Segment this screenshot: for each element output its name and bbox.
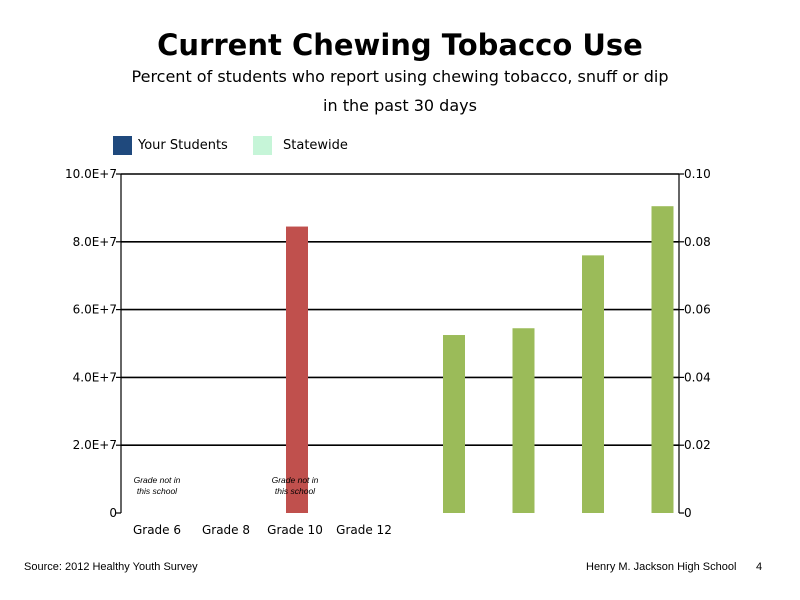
legend-swatch-your-students [113, 136, 132, 155]
bar-your-students [286, 226, 308, 514]
chart-subtitle-line1: Percent of students who report using che… [131, 67, 669, 86]
left-axis-tick-label: 10.0E+7 [65, 167, 117, 181]
legend-item-your-students: Your Students [113, 136, 228, 155]
legend-item-statewide: Statewide [253, 136, 348, 155]
annotation-grade-not-in-school: this school [137, 486, 178, 496]
chart-title: Current Chewing Tobacco Use [157, 28, 643, 62]
right-axis-tick-label: 0.06 [684, 303, 711, 317]
right-axis-tick-label: 0.10 [684, 167, 711, 181]
bar-comparison [512, 328, 535, 513]
annotation-grade-not-in-school: Grade not in [272, 475, 319, 485]
legend-swatch-statewide [253, 136, 272, 155]
right-axis-tick-label: 0.04 [684, 370, 711, 384]
left-axis-tick-label: 2.0E+7 [73, 438, 117, 452]
bar-comparison [582, 255, 604, 514]
annotation-grade-not-in-school: Grade not in [134, 475, 181, 485]
page-number: 4 [756, 561, 763, 573]
legend-label-statewide: Statewide [283, 138, 348, 153]
left-axis-tick-label: 0 [109, 506, 117, 520]
left-axis-tick-label: 6.0E+7 [73, 303, 117, 317]
right-axis-tick-label: 0 [684, 506, 692, 520]
left-axis-tick-label: 4.0E+7 [73, 370, 117, 384]
footer-school: Henry M. Jackson High School [586, 561, 737, 573]
x-axis-category-label: Grade 8 [202, 523, 250, 537]
legend-label-your-students: Your Students [138, 138, 228, 153]
x-axis-category-label: Grade 6 [133, 523, 181, 537]
footer-source: Source: 2012 Healthy Youth Survey [24, 561, 198, 573]
chart-subtitle-line2: in the past 30 days [323, 96, 477, 115]
right-axis-tick-label: 0.02 [684, 438, 711, 452]
x-axis-category-label: Grade 10 [267, 523, 323, 537]
right-axis-tick-label: 0.08 [684, 235, 711, 249]
bar-comparison [651, 206, 674, 513]
left-axis-tick-label: 8.0E+7 [73, 235, 117, 249]
bar-comparison [443, 335, 465, 513]
annotation-grade-not-in-school: this school [275, 486, 316, 496]
x-axis-category-label: Grade 12 [336, 523, 392, 537]
